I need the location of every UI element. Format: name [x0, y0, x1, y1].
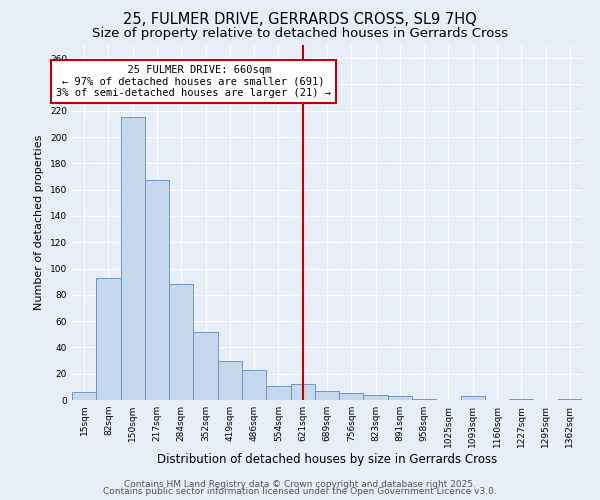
Text: Size of property relative to detached houses in Gerrards Cross: Size of property relative to detached ho…: [92, 28, 508, 40]
Text: Contains public sector information licensed under the Open Government Licence v3: Contains public sector information licen…: [103, 487, 497, 496]
Bar: [558, 398, 582, 400]
Bar: [193, 332, 218, 400]
Bar: [218, 360, 242, 400]
Bar: [96, 278, 121, 400]
Text: Contains HM Land Registry data © Crown copyright and database right 2025.: Contains HM Land Registry data © Crown c…: [124, 480, 476, 489]
Bar: [509, 398, 533, 400]
Bar: [315, 391, 339, 400]
Bar: [339, 394, 364, 400]
Bar: [242, 370, 266, 400]
Bar: [145, 180, 169, 400]
Bar: [72, 392, 96, 400]
Bar: [388, 396, 412, 400]
Text: 25, FULMER DRIVE, GERRARDS CROSS, SL9 7HQ: 25, FULMER DRIVE, GERRARDS CROSS, SL9 7H…: [123, 12, 477, 28]
Bar: [412, 398, 436, 400]
Bar: [364, 394, 388, 400]
X-axis label: Distribution of detached houses by size in Gerrards Cross: Distribution of detached houses by size …: [157, 452, 497, 466]
Y-axis label: Number of detached properties: Number of detached properties: [34, 135, 44, 310]
Bar: [461, 396, 485, 400]
Text: 25 FULMER DRIVE: 660sqm
← 97% of detached houses are smaller (691)
3% of semi-de: 25 FULMER DRIVE: 660sqm ← 97% of detache…: [56, 64, 331, 98]
Bar: [290, 384, 315, 400]
Bar: [169, 284, 193, 400]
Bar: [266, 386, 290, 400]
Bar: [121, 118, 145, 400]
